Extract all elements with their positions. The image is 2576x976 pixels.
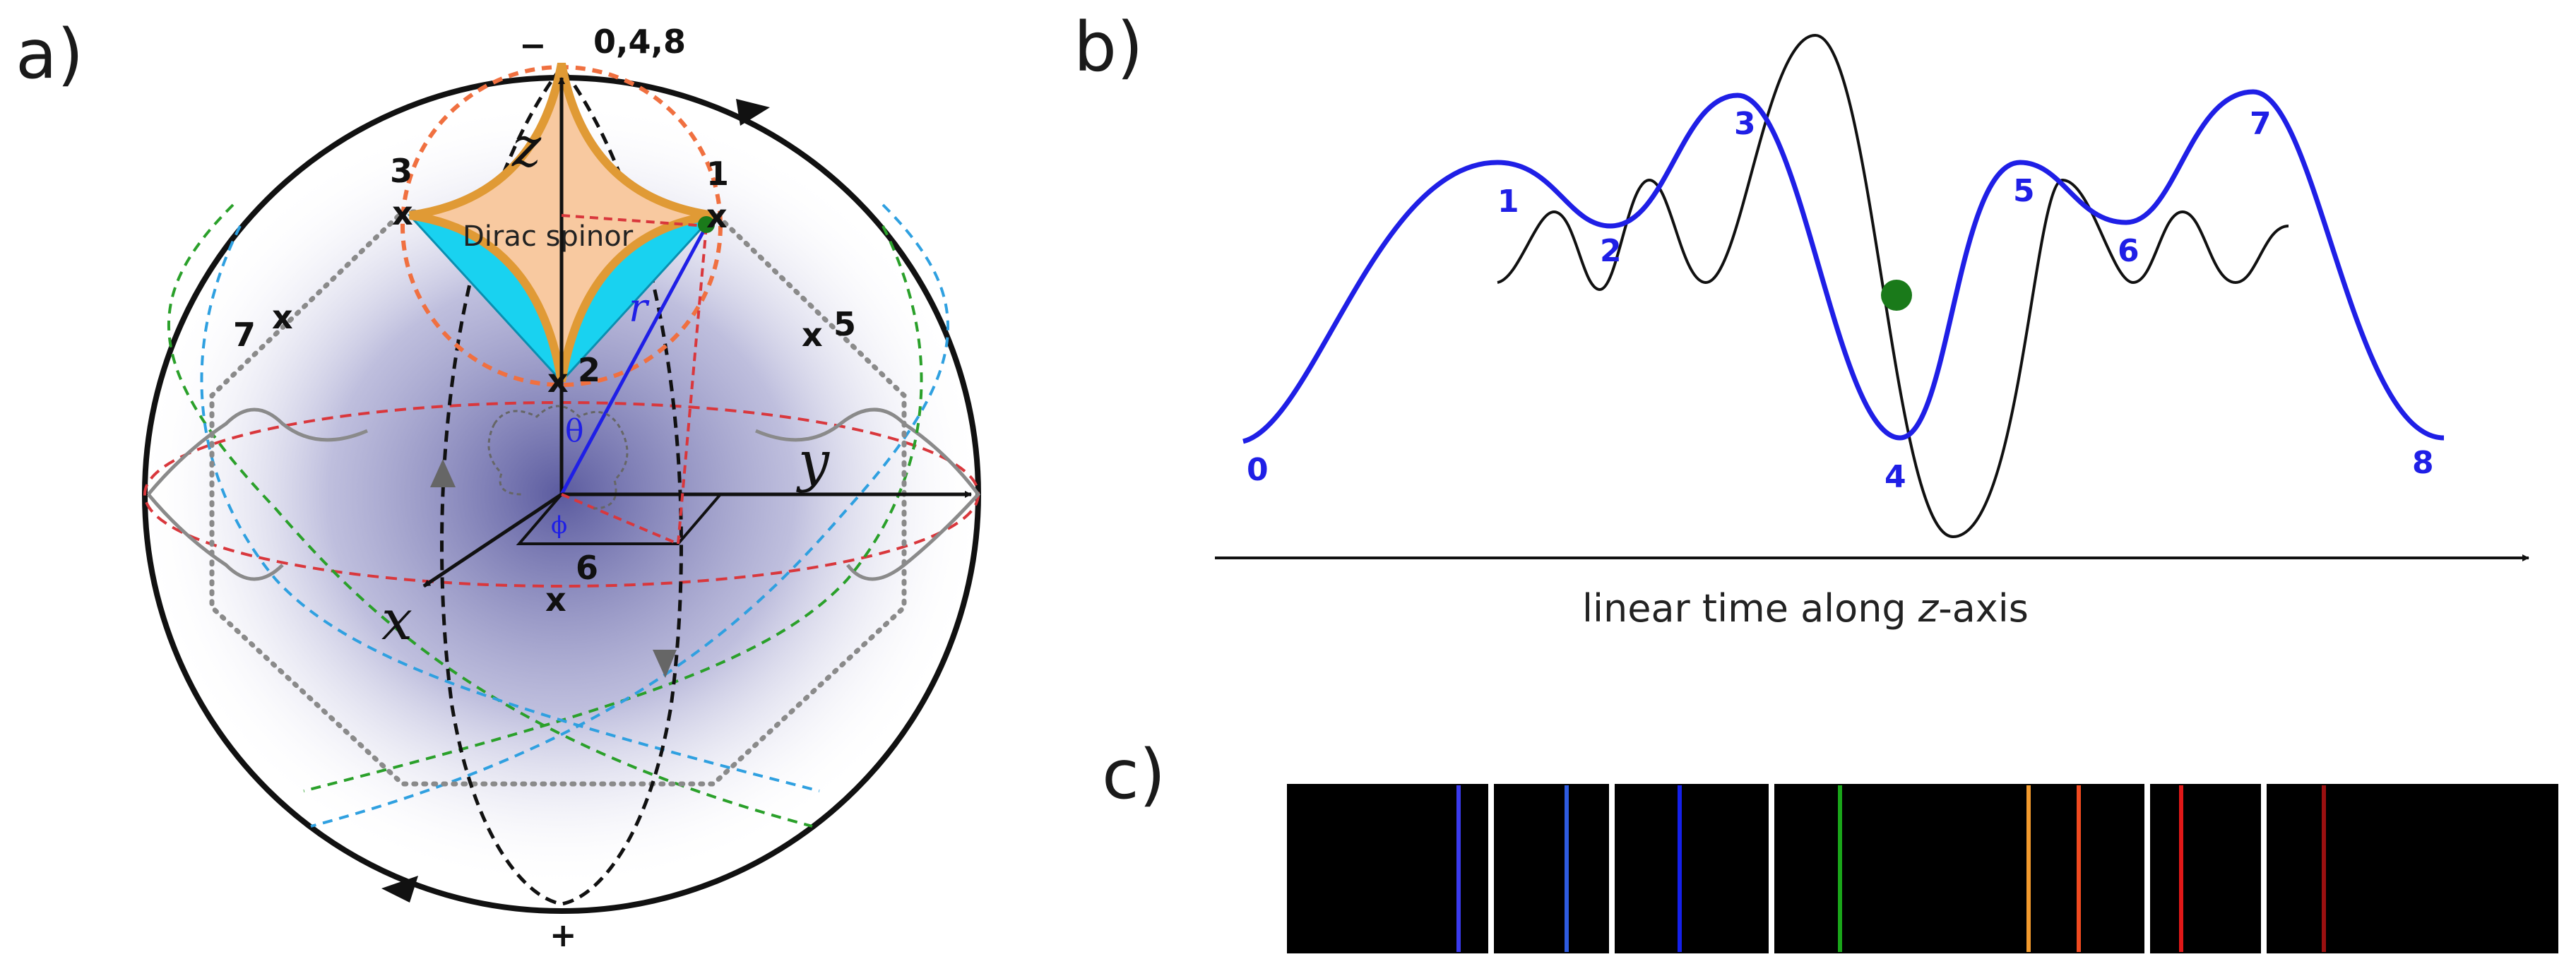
blue-label-6: 6 [2118, 233, 2139, 269]
spinor-label: Dirac spinor [463, 220, 634, 253]
spectral-line-4 [2026, 785, 2031, 952]
time-axis-caption: linear time along z-axis [1582, 586, 2029, 631]
meridian-arrow-down-icon [653, 650, 677, 678]
meridian-circle [440, 66, 683, 906]
marker-5: x [802, 316, 823, 354]
green-dashed-orbit-2 [303, 225, 923, 792]
panel-b: b) linear time along z-axis 0 1 2 3 4 5 … [1074, 8, 2529, 631]
spectral-line-2 [1678, 785, 1682, 952]
orbit-arrow-top-icon [736, 99, 770, 126]
spectral-line-3 [1838, 785, 1842, 952]
blue-label-0: 0 [1247, 452, 1269, 488]
spectrum-gap-3 [2144, 784, 2150, 953]
blue-label-5: 5 [2013, 173, 2035, 209]
spectral-line-0 [1456, 785, 1461, 952]
spectrum-lines [1456, 785, 2326, 952]
blue-wave-curve [1242, 89, 2445, 444]
spectral-line-5 [2077, 785, 2081, 952]
bottom-sign: + [550, 916, 577, 954]
theta-label: θ [565, 413, 584, 449]
spectrum-gap-2 [1769, 784, 1774, 953]
point-6-label: 6 [576, 549, 598, 587]
blue-label-7: 7 [2250, 106, 2272, 142]
projection-line-floor [561, 493, 679, 545]
r-label: r [629, 285, 650, 331]
r-vector [559, 225, 708, 496]
time-axis-caption-end: -axis [1938, 586, 2029, 631]
panel-c: c) [1102, 735, 2558, 953]
time-axis-caption-start: linear time along [1582, 586, 1918, 631]
top-points-label: 0,4,8 [593, 23, 686, 61]
spectrum-gaps [1488, 784, 2267, 953]
spectrum-gap-1 [1609, 784, 1615, 953]
phi-label: ϕ [551, 511, 567, 540]
time-axis-caption-z: z [1918, 586, 1940, 631]
point-5-label: 5 [833, 305, 856, 343]
origin-cloud [487, 405, 629, 510]
spectral-line-1 [1565, 785, 1569, 952]
projection-line-top [561, 214, 707, 227]
green-dashed-orbit [167, 203, 813, 828]
spectrum-gap-0 [1488, 784, 1494, 953]
blue-label-4: 4 [1884, 459, 1906, 495]
marker-1: x [706, 197, 728, 235]
black-wave-curve [1497, 33, 2289, 539]
meridian-arrow-up-icon [430, 459, 456, 487]
panel-c-label: c) [1102, 735, 1165, 814]
x-axis-label: x [381, 589, 412, 653]
spectrum-background [1287, 784, 2558, 953]
panel-b-label: b) [1074, 8, 1143, 87]
panel-a: a) Dirac spinor [16, 15, 985, 954]
cyan-dashed-orbit-2 [200, 225, 820, 792]
spectral-line-7 [2322, 785, 2326, 952]
wavy-equator-segments [147, 407, 981, 581]
panel-a-label: a) [16, 15, 83, 94]
green-dot [1881, 280, 1912, 311]
blue-label-2: 2 [1600, 233, 1622, 269]
point-1-dot [698, 216, 715, 233]
projection-line-vertical [677, 225, 708, 544]
marker-2: x [547, 362, 569, 400]
spectral-line-6 [2179, 785, 2183, 952]
marker-6: x [545, 581, 566, 619]
z-axis-label: z [511, 116, 542, 179]
marker-7: x [272, 298, 293, 336]
x-axis-line [422, 492, 563, 588]
blue-label-3: 3 [1734, 106, 1756, 142]
spectrum-gap-4 [2261, 784, 2267, 953]
point-3-label: 3 [390, 152, 412, 190]
dotted-octagon [209, 209, 907, 787]
blue-label-8: 8 [2412, 445, 2434, 481]
point-2-label: 2 [578, 351, 600, 389]
orbit-arrow-bottom-icon [381, 876, 418, 903]
point-7-label: 7 [233, 316, 256, 354]
point-1-label: 1 [706, 155, 729, 193]
blue-label-1: 1 [1497, 184, 1519, 220]
marker-3: x [392, 194, 413, 232]
y-axis-label: y [796, 430, 830, 494]
top-sign: − [519, 26, 547, 64]
